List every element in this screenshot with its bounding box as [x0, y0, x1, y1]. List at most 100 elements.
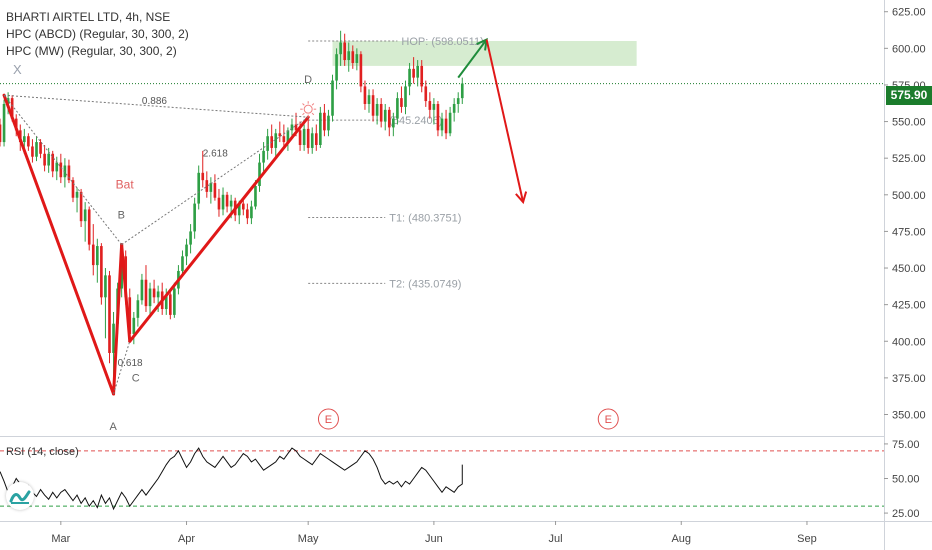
pattern-ratio-label: 2.618: [203, 149, 228, 160]
candle-body: [310, 133, 314, 148]
candle-body: [51, 153, 55, 172]
candle-body: [371, 95, 375, 116]
candle-body: [335, 54, 338, 81]
candle-body: [408, 68, 411, 87]
candle-body: [274, 133, 278, 148]
candle-body: [416, 65, 419, 78]
rsi-axis-label: 75.00: [892, 439, 920, 451]
candle-body: [432, 103, 436, 110]
symbol-title: BHARTI AIRTEL LTD, 4h, NSE: [6, 10, 171, 24]
candle-body: [440, 118, 444, 131]
event-marker-label: E: [325, 414, 332, 426]
candle-body: [392, 118, 395, 128]
candle-body: [79, 191, 83, 222]
rsi-axis-label: 50.00: [892, 474, 920, 486]
candle-body: [298, 130, 302, 145]
time-axis-label: Aug: [671, 533, 691, 545]
candle-body: [444, 118, 448, 134]
pattern-ratio-line: [3, 94, 123, 245]
candle-body: [108, 275, 111, 353]
rsi-pane-title[interactable]: RSI (14, close): [6, 446, 79, 458]
candle-body: [379, 103, 383, 122]
candle-body: [168, 294, 172, 315]
candle-body: [63, 165, 67, 178]
target-zone: [332, 41, 637, 66]
candle-body: [258, 162, 261, 187]
candle-body: [428, 101, 432, 110]
target-level-label: T1: (480.3751): [389, 213, 461, 225]
candle-body: [152, 288, 156, 298]
indicator-mw-label[interactable]: HPC (MW) (Regular, 30, 300, 2): [6, 44, 177, 58]
price-axis-label: 450.00: [892, 263, 926, 275]
candle-body: [6, 98, 10, 104]
candle-body: [128, 297, 132, 334]
candle-body: [302, 128, 306, 145]
rsi-axis-label: 25.00: [892, 508, 920, 520]
candle-body: [327, 115, 330, 131]
candle-body: [237, 203, 241, 216]
price-axis-label: 375.00: [892, 373, 926, 385]
price-axis-label: 475.00: [892, 226, 926, 238]
last-price-tag: 575.90: [886, 86, 932, 105]
candle-body: [59, 162, 63, 178]
candle-body: [71, 180, 75, 198]
time-axis-label: Jun: [425, 533, 443, 545]
candle-body: [266, 136, 269, 151]
pattern-point-d: D: [304, 74, 312, 86]
candle-body: [375, 103, 379, 116]
candle-body: [164, 294, 168, 310]
candle-body: [400, 98, 403, 107]
candle-body: [100, 246, 103, 298]
candle-body: [148, 288, 152, 307]
hide-indicators-icon[interactable]: X: [13, 62, 22, 77]
time-axis-label: Apr: [178, 533, 195, 545]
candle-body: [185, 244, 188, 257]
price-axis-label: 500.00: [892, 190, 926, 202]
candle-body: [23, 136, 26, 143]
price-axis-label: 425.00: [892, 300, 926, 312]
candle-body: [323, 112, 326, 131]
candle-body: [181, 256, 184, 271]
candle-body: [136, 300, 140, 318]
indicator-abcd-label[interactable]: HPC (ABCD) (Regular, 30, 300, 2): [6, 27, 189, 41]
candle-body: [282, 136, 286, 143]
candle-body: [112, 323, 115, 353]
candle-body: [396, 98, 399, 119]
candle-body: [343, 42, 346, 61]
candle-body: [306, 128, 310, 148]
candle-body: [420, 65, 424, 87]
candle-body: [359, 54, 363, 87]
candle-body: [424, 86, 428, 102]
pattern-ratio-label: 0.886: [142, 96, 167, 107]
completion-sun-ray: [302, 103, 305, 106]
candle-body: [290, 124, 294, 131]
candle-body: [144, 279, 148, 307]
candle-body: [91, 244, 95, 266]
candle-body: [0, 124, 2, 143]
candle-body: [31, 146, 34, 157]
candle-body: [87, 209, 91, 245]
candle-body: [383, 109, 387, 122]
projection-arrow-green: [457, 38, 488, 79]
tradingview-logo-icon[interactable]: [6, 482, 34, 510]
candle-body: [193, 203, 196, 232]
time-axis-label: May: [298, 533, 319, 545]
pattern-point-a: A: [110, 421, 118, 433]
candle-body: [75, 191, 79, 198]
completion-sun-ray: [302, 112, 305, 116]
candle-body: [436, 103, 440, 131]
candle-body: [286, 130, 290, 143]
candle-body: [278, 133, 282, 137]
candle-body: [355, 54, 359, 63]
time-axis-label: Jul: [549, 533, 563, 545]
candle-body: [339, 42, 342, 55]
pattern-leg: [2, 93, 116, 396]
candle-body: [35, 142, 38, 157]
candle-body: [43, 153, 46, 166]
pattern-point-c: C: [132, 372, 140, 384]
price-axis-label: 600.00: [892, 43, 926, 55]
candle-body: [173, 288, 176, 315]
candle-body: [319, 112, 322, 145]
candle-body: [456, 98, 460, 104]
